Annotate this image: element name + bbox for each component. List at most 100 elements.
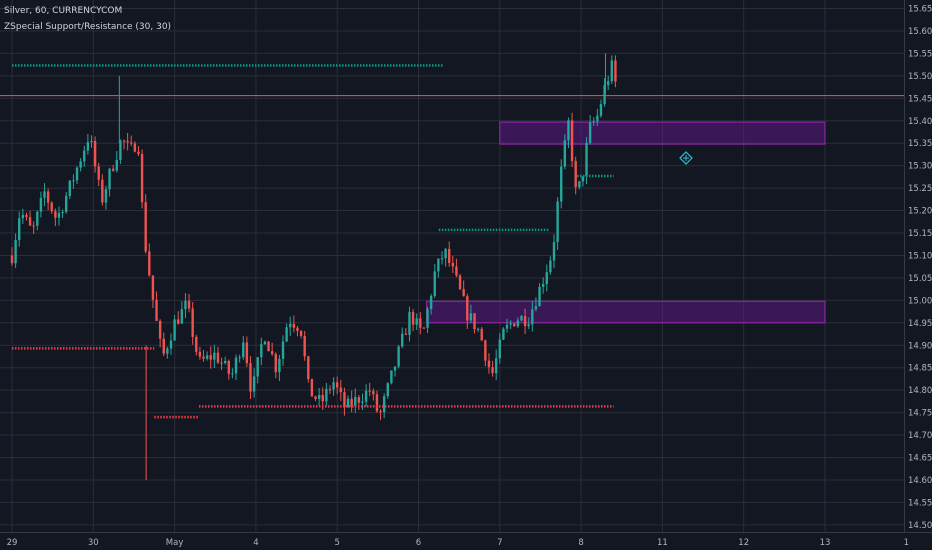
candle-body bbox=[101, 179, 104, 203]
candle-body bbox=[581, 176, 585, 182]
candle-body bbox=[205, 355, 209, 359]
candle-body bbox=[119, 140, 122, 160]
candle-body bbox=[97, 166, 100, 180]
price-tick-label: 15.100 bbox=[908, 251, 932, 261]
candle-body bbox=[368, 390, 371, 392]
indicator-title[interactable]: ZSpecial Support/Resistance (30, 30) bbox=[4, 22, 172, 32]
candle-body bbox=[202, 356, 205, 359]
candle-body bbox=[14, 240, 17, 264]
candle-body bbox=[350, 398, 353, 406]
candle-body bbox=[242, 342, 245, 358]
candle-body bbox=[527, 324, 530, 327]
candles bbox=[10, 53, 617, 480]
candle-body bbox=[570, 120, 574, 161]
candle-body bbox=[563, 140, 567, 167]
candle-body bbox=[285, 327, 288, 342]
price-tick-label: 15.650 bbox=[908, 5, 932, 15]
candle-body bbox=[126, 140, 129, 143]
candle-body bbox=[408, 311, 411, 335]
candle-body bbox=[10, 255, 14, 264]
candle-body bbox=[130, 142, 133, 144]
candle-body bbox=[173, 319, 176, 341]
candle-body bbox=[332, 382, 335, 390]
price-tick-label: 14.550 bbox=[908, 498, 932, 508]
candle-body bbox=[281, 341, 285, 359]
candle-body bbox=[545, 272, 548, 285]
candle-body bbox=[426, 308, 429, 328]
candle-body bbox=[299, 330, 303, 336]
candle-body bbox=[317, 394, 321, 399]
time-axis[interactable]: 29 30 May 4 5 6 7 8 11 12 13 1 bbox=[0, 532, 932, 549]
candle-body bbox=[574, 160, 577, 188]
candle-body bbox=[588, 122, 592, 143]
candle-body bbox=[65, 195, 68, 212]
sr-zone bbox=[499, 121, 826, 145]
candle-body bbox=[480, 328, 483, 341]
candle-body bbox=[155, 299, 158, 321]
price-tick-label: 15.500 bbox=[908, 72, 932, 82]
candle-body bbox=[90, 140, 93, 143]
candle-body bbox=[111, 168, 115, 171]
candle-body bbox=[43, 191, 46, 198]
time-tick-label: 6 bbox=[416, 538, 421, 548]
candle-body bbox=[325, 388, 328, 402]
candle-body bbox=[57, 213, 61, 218]
candle-body bbox=[263, 341, 267, 345]
candle-body bbox=[466, 296, 469, 321]
candle-body bbox=[386, 383, 389, 397]
price-tick-label: 14.650 bbox=[908, 454, 932, 464]
time-tick-label: 29 bbox=[7, 538, 18, 548]
time-tick-label: 13 bbox=[820, 538, 831, 548]
time-tick-label: 8 bbox=[578, 538, 583, 548]
candle-body bbox=[162, 338, 165, 354]
candle-body bbox=[195, 336, 198, 352]
candle-body bbox=[72, 180, 75, 182]
candle-body bbox=[422, 327, 426, 329]
candle-body bbox=[541, 284, 545, 287]
time-tick-label: 7 bbox=[497, 538, 502, 548]
candle-body bbox=[382, 396, 386, 413]
candle-body bbox=[238, 357, 241, 359]
candle-body bbox=[502, 328, 505, 340]
candle-body bbox=[505, 324, 509, 329]
candle-body bbox=[231, 373, 234, 375]
candle-body bbox=[498, 339, 501, 359]
symbol-title[interactable]: Silver, 60, CURRENCYCOM bbox=[4, 6, 123, 16]
candle-body bbox=[516, 320, 520, 327]
candle-body bbox=[166, 348, 169, 354]
time-tick-label: 1 bbox=[904, 538, 909, 548]
candle-body bbox=[220, 362, 223, 364]
candle-body bbox=[476, 328, 480, 330]
candle-body bbox=[249, 363, 252, 392]
candle-body bbox=[610, 60, 614, 82]
candle-body bbox=[440, 258, 444, 260]
candle-body bbox=[289, 323, 292, 328]
candle-body bbox=[473, 313, 476, 330]
last-price-line: 15.45626:00 bbox=[0, 89, 932, 114]
candle-body bbox=[18, 218, 21, 241]
price-axis[interactable]: 15.650 15.600 15.550 15.500 15.450 15.400 15.3… bbox=[904, 0, 932, 550]
candle-body bbox=[148, 251, 151, 276]
candle-body bbox=[198, 351, 202, 357]
candle-body bbox=[513, 323, 516, 327]
price-tick-label: 15.000 bbox=[908, 296, 932, 306]
price-tick-label: 14.800 bbox=[908, 386, 932, 396]
candle-body bbox=[520, 316, 523, 321]
cursor-diamond bbox=[679, 151, 693, 165]
time-tick-label: 4 bbox=[253, 538, 258, 548]
candle-body bbox=[469, 313, 473, 321]
candle-body bbox=[25, 214, 28, 218]
candle-body bbox=[260, 344, 263, 358]
candle-body bbox=[401, 333, 404, 347]
price-tick-label: 14.600 bbox=[908, 476, 932, 486]
candle-body bbox=[531, 309, 534, 325]
candle-body bbox=[93, 140, 97, 167]
candle-body bbox=[339, 387, 343, 393]
candle-body bbox=[184, 300, 187, 310]
candle-body bbox=[578, 181, 581, 188]
candle-body bbox=[137, 151, 140, 155]
candle-body bbox=[343, 392, 346, 408]
candle-body bbox=[614, 60, 617, 82]
candle-body bbox=[115, 159, 118, 171]
